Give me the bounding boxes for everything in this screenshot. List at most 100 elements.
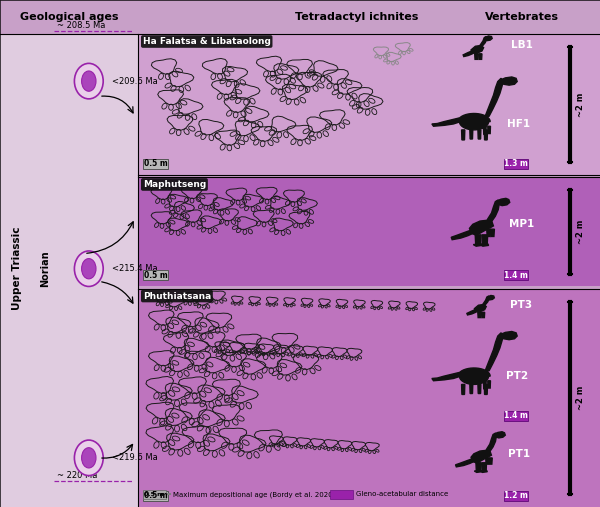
Polygon shape [485, 78, 503, 117]
Polygon shape [458, 114, 490, 130]
Ellipse shape [82, 71, 96, 91]
Text: Tetradactyl ichnites: Tetradactyl ichnites [295, 12, 419, 22]
Polygon shape [500, 332, 517, 340]
Text: Ha Falatsa & Libataolong: Ha Falatsa & Libataolong [143, 37, 271, 46]
Polygon shape [482, 312, 485, 317]
FancyBboxPatch shape [504, 411, 528, 421]
Polygon shape [478, 312, 481, 317]
Text: <219.6 Ma: <219.6 Ma [112, 453, 157, 462]
Text: 1.2 m: 1.2 m [504, 491, 528, 500]
FancyBboxPatch shape [504, 270, 528, 280]
Polygon shape [455, 459, 474, 467]
Text: LB1: LB1 [511, 40, 533, 50]
Polygon shape [484, 381, 486, 389]
Text: 0.5 m: 0.5 m [145, 492, 164, 497]
Text: Upper Triassic: Upper Triassic [12, 227, 22, 310]
Polygon shape [475, 54, 478, 59]
Polygon shape [489, 458, 492, 464]
Polygon shape [473, 244, 482, 246]
Bar [0, 0, 600, 34]
Text: Maphutseng: Maphutseng [143, 180, 206, 189]
Text: ~2 m: ~2 m [576, 220, 585, 244]
Text: Vertebrates: Vertebrates [484, 12, 559, 22]
Polygon shape [485, 433, 496, 454]
Text: 0.5 m: 0.5 m [143, 159, 167, 168]
Bar [0, 34, 138, 507]
Polygon shape [500, 77, 517, 85]
Text: Maximum depositional age (Bordy et al. 2020): Maximum depositional age (Bordy et al. 2… [173, 491, 335, 497]
Ellipse shape [74, 440, 103, 476]
Bar [138, 34, 600, 175]
Polygon shape [463, 51, 472, 57]
Polygon shape [475, 304, 486, 312]
Text: ~ 208.5 Ma: ~ 208.5 Ma [57, 21, 106, 30]
Polygon shape [484, 130, 487, 140]
Polygon shape [478, 130, 481, 139]
Ellipse shape [74, 63, 103, 99]
Polygon shape [488, 381, 490, 388]
Polygon shape [475, 235, 481, 244]
Text: PT1: PT1 [508, 449, 530, 459]
Text: HF1: HF1 [507, 119, 530, 129]
Polygon shape [484, 36, 492, 41]
Text: PT3: PT3 [510, 300, 532, 310]
FancyBboxPatch shape [330, 490, 353, 499]
Text: <209.6 Ma: <209.6 Ma [112, 77, 157, 86]
Polygon shape [491, 229, 494, 236]
Polygon shape [494, 432, 505, 438]
Polygon shape [497, 198, 510, 206]
Polygon shape [432, 118, 461, 126]
Polygon shape [471, 46, 484, 53]
Polygon shape [461, 130, 465, 140]
Text: 1.3 m: 1.3 m [504, 159, 528, 168]
Polygon shape [482, 463, 487, 471]
FancyBboxPatch shape [143, 491, 168, 501]
FancyBboxPatch shape [143, 270, 168, 280]
Text: ~2 m: ~2 m [576, 92, 585, 117]
Polygon shape [432, 373, 461, 381]
Text: ~2 m: ~2 m [576, 386, 585, 410]
Polygon shape [482, 235, 488, 244]
Ellipse shape [82, 259, 96, 279]
Bar [138, 177, 600, 286]
Polygon shape [483, 296, 490, 306]
Polygon shape [488, 126, 490, 133]
Polygon shape [476, 463, 481, 471]
Ellipse shape [74, 251, 103, 286]
Polygon shape [481, 37, 487, 47]
Polygon shape [486, 200, 499, 224]
Text: 1.4 m: 1.4 m [504, 271, 528, 280]
Polygon shape [469, 220, 493, 235]
Polygon shape [467, 310, 476, 315]
FancyBboxPatch shape [143, 490, 166, 499]
Polygon shape [471, 450, 491, 463]
Text: Phuthiatsana: Phuthiatsana [143, 292, 211, 301]
Text: 0.5 m: 0.5 m [143, 491, 167, 500]
Polygon shape [478, 384, 481, 393]
Text: ~ 220 Ma: ~ 220 Ma [57, 470, 97, 480]
Text: Geological ages: Geological ages [20, 12, 118, 22]
Polygon shape [485, 333, 503, 372]
Text: <215.4 Ma: <215.4 Ma [112, 264, 157, 273]
Polygon shape [470, 130, 473, 139]
Text: Norian: Norian [40, 250, 50, 287]
Polygon shape [480, 470, 487, 473]
Text: 1.4 m: 1.4 m [504, 411, 528, 420]
Text: PT2: PT2 [506, 371, 528, 381]
Ellipse shape [82, 448, 96, 468]
Polygon shape [470, 384, 473, 393]
FancyBboxPatch shape [504, 159, 528, 169]
FancyBboxPatch shape [143, 159, 168, 169]
Polygon shape [486, 458, 489, 464]
Polygon shape [487, 229, 491, 236]
Text: Gleno-acetabular distance: Gleno-acetabular distance [356, 491, 449, 497]
Polygon shape [484, 126, 486, 134]
Polygon shape [479, 54, 482, 59]
Polygon shape [451, 230, 473, 240]
Polygon shape [458, 368, 490, 384]
Polygon shape [480, 244, 488, 246]
Polygon shape [474, 470, 482, 473]
Bar [138, 289, 600, 507]
FancyBboxPatch shape [504, 491, 528, 501]
Text: 0.5 m: 0.5 m [143, 271, 167, 280]
